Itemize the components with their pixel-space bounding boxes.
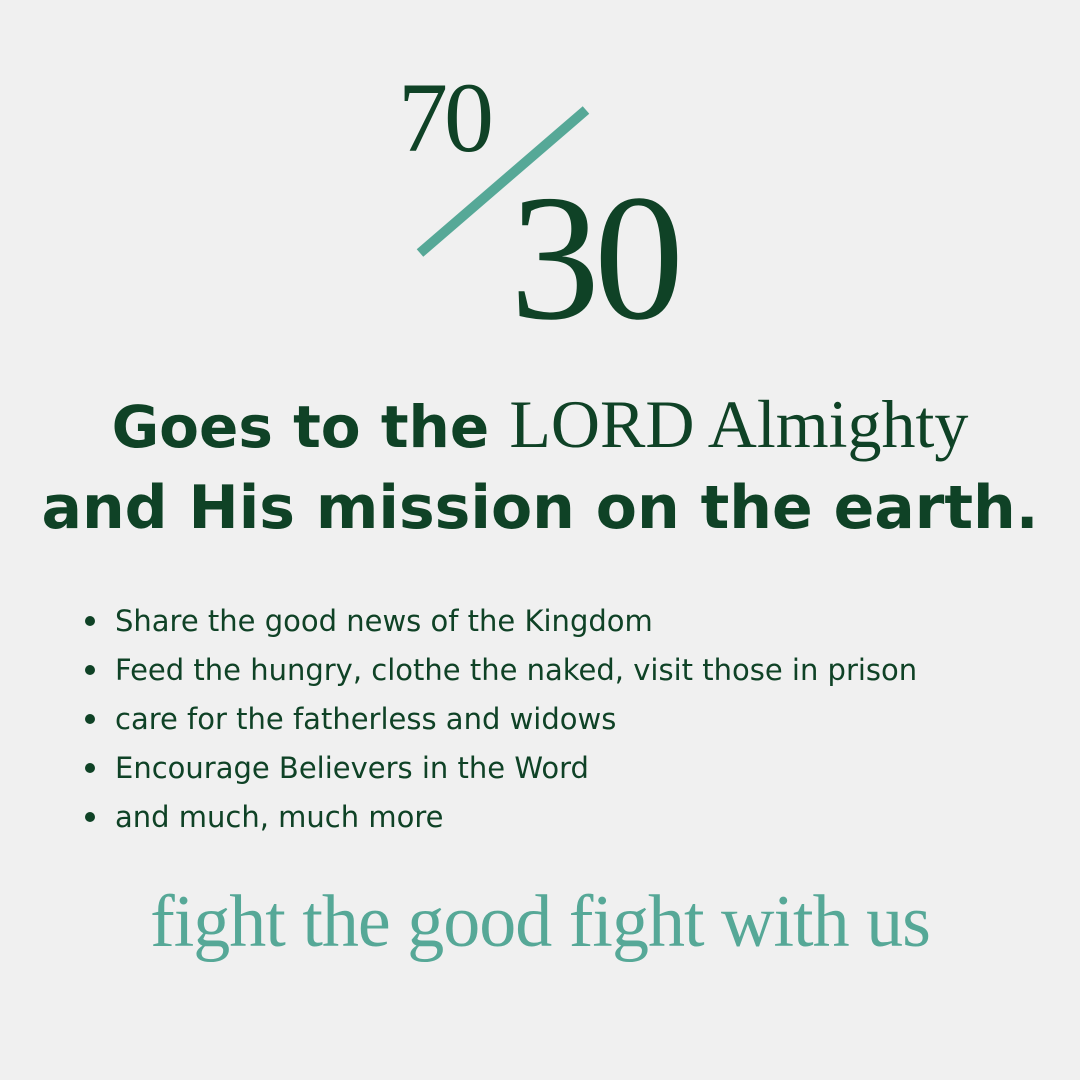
slash-line <box>416 106 590 257</box>
list-item-text: and much, much more <box>115 800 444 834</box>
list-item-text: care for the fatherless and widows <box>115 702 617 736</box>
list-item-text: Encourage Believers in the Word <box>115 751 589 785</box>
slash-divider <box>416 106 590 257</box>
ratio-denominator: 30 <box>510 158 684 357</box>
heading-line-1: Goes to the LORD Almighty <box>0 390 1080 458</box>
list-item: Encourage Believers in the Word <box>82 745 917 794</box>
bullet-icon <box>85 616 95 626</box>
list-item: Share the good news of the Kingdom <box>82 598 917 647</box>
list-item: care for the fatherless and widows <box>82 696 917 745</box>
list-item: Feed the hungry, clothe the naked, visit… <box>82 647 917 696</box>
tagline: fight the good fight with us <box>150 881 931 963</box>
bullet-icon <box>85 665 95 675</box>
ratio-numerator: 70 <box>398 62 494 173</box>
list-item: and much, much more <box>82 794 917 843</box>
heading-bold-text: Goes to the <box>111 393 490 461</box>
bullet-icon <box>85 763 95 773</box>
heading-serif-text: LORD Almighty <box>509 386 969 462</box>
bullet-list: Share the good news of the Kingdom Feed … <box>82 598 917 843</box>
list-item-text: Share the good news of the Kingdom <box>115 604 653 638</box>
list-item-text: Feed the hungry, clothe the naked, visit… <box>115 653 918 687</box>
bullet-icon <box>85 812 95 822</box>
heading-line-2: and His mission on the earth. <box>41 473 1039 543</box>
bullet-icon <box>85 714 95 724</box>
